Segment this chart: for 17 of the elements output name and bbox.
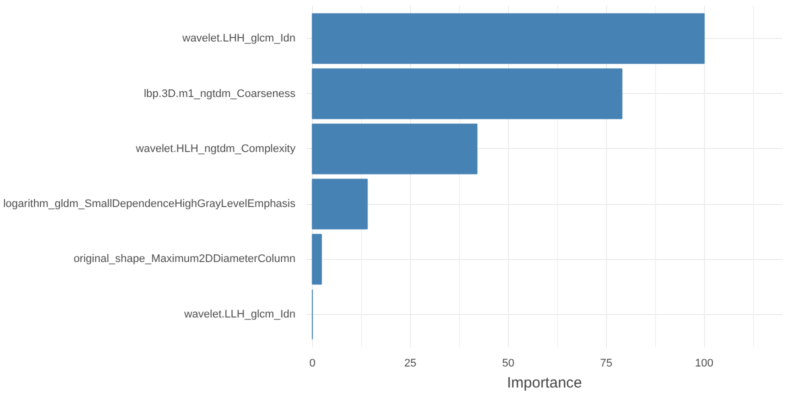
x-axis-title: Importance (506, 374, 582, 392)
bar (312, 68, 622, 120)
y-tick-label: wavelet.LLH_glcm_Idn (183, 308, 296, 320)
bar (312, 234, 322, 285)
y-tick-label: logarithm_gldm_SmallDependenceHighGrayLevelEmphasis (3, 198, 296, 210)
x-tick-label: 50 (502, 358, 514, 370)
y-tick-label: original_shape_Maximum2DDiameterColumn (74, 253, 296, 266)
bar (312, 13, 705, 64)
x-tick-label: 0 (309, 358, 316, 370)
x-tick-label: 25 (404, 358, 416, 370)
y-tick-label: lbp.3D.m1_ngtdm_Coarseness (144, 88, 296, 100)
bar (312, 178, 368, 230)
y-tick-label: wavelet.HLH_ngtdm_Complexity (134, 142, 296, 155)
y-tick-label: wavelet.LHH_glcm_Idn (181, 32, 296, 45)
x-tick-label: 100 (694, 358, 714, 370)
x-tick-label: 75 (600, 358, 612, 370)
bar (312, 124, 478, 174)
